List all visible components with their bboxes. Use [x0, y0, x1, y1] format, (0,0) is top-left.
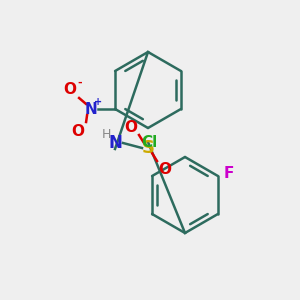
Text: N: N: [85, 101, 98, 116]
Text: S: S: [142, 139, 154, 157]
Text: +: +: [94, 97, 102, 107]
Text: -: -: [78, 78, 82, 88]
Text: Cl: Cl: [141, 135, 157, 150]
Text: F: F: [224, 166, 234, 181]
Text: N: N: [108, 134, 122, 152]
Text: H: H: [101, 128, 111, 142]
Text: O: O: [64, 82, 76, 98]
Text: O: O: [124, 119, 137, 134]
Text: O: O: [72, 124, 85, 140]
Text: O: O: [158, 161, 172, 176]
